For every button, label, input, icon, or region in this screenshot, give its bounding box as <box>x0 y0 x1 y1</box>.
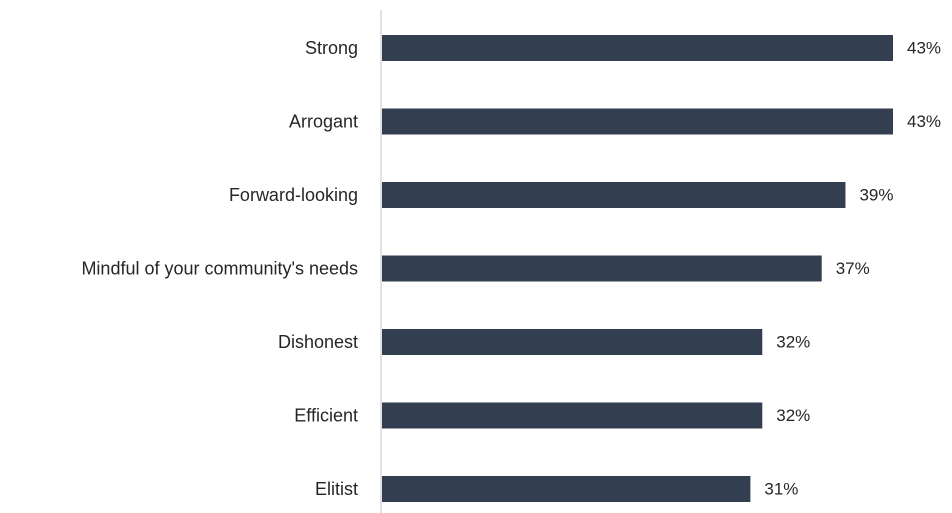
value-label-elitist: 31% <box>764 480 798 499</box>
bar-forward-looking <box>382 182 846 208</box>
category-label-strong: Strong <box>305 38 358 58</box>
category-label-arrogant: Arrogant <box>289 112 358 132</box>
category-label-mindful-of-your-community-s-needs: Mindful of your community's needs <box>81 259 358 279</box>
category-label-elitist: Elitist <box>315 479 358 499</box>
bar-arrogant <box>382 108 893 135</box>
bars-group <box>382 35 893 502</box>
bar-strong <box>382 35 893 61</box>
value-label-arrogant: 43% <box>907 112 941 131</box>
value-label-efficient: 32% <box>776 406 810 425</box>
bar-efficient <box>382 402 763 429</box>
value-labels-group: 43% 43% 39% 37% 32% 32% 31% <box>764 39 941 499</box>
value-label-strong: 43% <box>907 39 941 58</box>
category-label-forward-looking: Forward-looking <box>229 185 358 205</box>
category-label-dishonest: Dishonest <box>278 332 358 352</box>
bar-elitist <box>382 476 751 502</box>
category-label-efficient: Efficient <box>294 406 358 426</box>
value-label-mindful-of-your-community-s-needs: 37% <box>836 259 870 278</box>
value-label-forward-looking: 39% <box>859 186 893 205</box>
bar-dishonest <box>382 329 763 355</box>
category-labels-group: Strong Arrogant Forward-looking Mindful of … <box>81 38 358 499</box>
bar-mindful-of-your-community-s-needs <box>382 255 822 282</box>
value-label-dishonest: 32% <box>776 333 810 352</box>
